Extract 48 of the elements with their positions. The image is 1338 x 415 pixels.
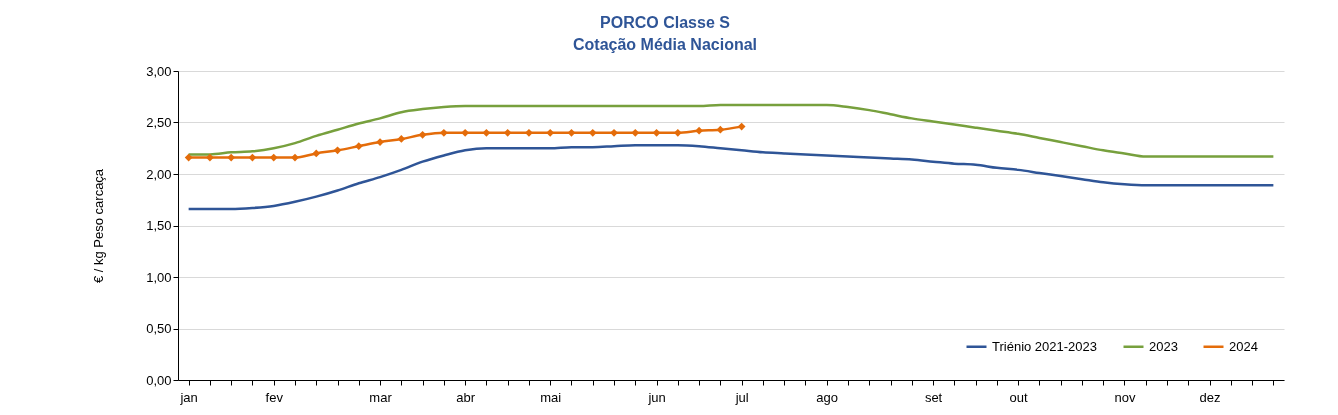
point <box>206 153 214 162</box>
point <box>269 153 278 162</box>
y-tick-label: 2,00 <box>146 166 172 182</box>
x-tick-label: mar <box>369 389 393 405</box>
point <box>227 153 236 162</box>
point <box>546 128 555 137</box>
line-series <box>187 143 1275 211</box>
y-tick-label: 2,50 <box>146 115 172 130</box>
x-tick-label: dez <box>1199 389 1221 405</box>
point <box>525 128 533 137</box>
point <box>354 142 363 151</box>
point <box>397 135 406 143</box>
y-tick-label: 3,00 <box>146 63 172 79</box>
chart-subtitle: Cotação Média Nacional <box>572 36 758 53</box>
point <box>610 128 618 137</box>
point <box>588 128 597 137</box>
point <box>716 125 725 134</box>
point <box>567 128 576 137</box>
point <box>418 130 427 139</box>
legend-label: Triénio 2021-2023 <box>992 338 1098 354</box>
x-tick-label: jul <box>734 389 749 405</box>
x-tick-label: mai <box>540 389 562 405</box>
y-tick-label: 1,00 <box>146 269 172 285</box>
point <box>631 128 640 137</box>
chart-title: PORCO Classe S <box>600 14 731 31</box>
x-tick-label: nov <box>1114 389 1136 405</box>
x-tick-label: fev <box>265 389 284 405</box>
point <box>482 128 491 137</box>
point <box>291 153 299 162</box>
x-tick-label: abr <box>456 389 476 405</box>
point <box>695 126 703 135</box>
point <box>333 146 342 155</box>
x-tick-label: jan <box>179 389 198 405</box>
legend-label: 2023 <box>1149 338 1178 354</box>
point <box>652 128 661 137</box>
x-tick-label: out <box>1009 389 1029 405</box>
x-tick-label: jun <box>647 389 666 405</box>
legend-label: 2024 <box>1229 338 1258 354</box>
x-tick-label: set <box>924 389 943 405</box>
point <box>737 122 746 131</box>
y-tick-label: 0,50 <box>146 321 172 336</box>
y-tick-label: 1,50 <box>146 218 172 233</box>
y-tick-label: 0,00 <box>146 372 172 388</box>
x-tick-label: ago <box>816 389 839 405</box>
point <box>312 149 321 158</box>
point <box>184 153 193 162</box>
y-axis-title: € / kg Peso carcaça <box>91 168 107 284</box>
point <box>503 128 512 137</box>
